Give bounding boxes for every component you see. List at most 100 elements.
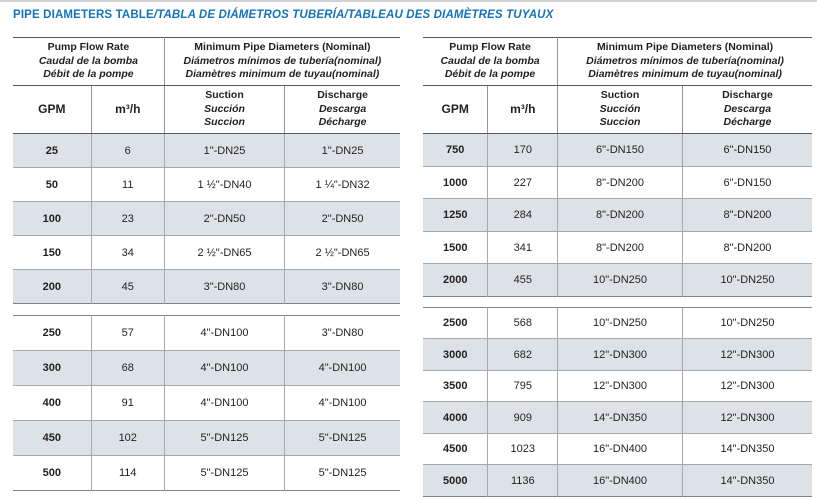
discharge-cell: 10"-DN250 xyxy=(681,307,812,339)
gpm-cell: 1000 xyxy=(423,165,488,199)
discharge-fr: Décharge xyxy=(318,116,367,129)
pipe-table-left-section2: 250 57 4"-DN100 3"-DN80 300 68 4"-DN100 4"-DN10… xyxy=(13,315,400,492)
table-row: 25 6 1"-DN25 1"-DN25 xyxy=(13,133,400,168)
suction-cell: 6"-DN150 xyxy=(557,133,683,167)
gpm-cell: 2000 xyxy=(423,263,488,297)
gpm-cell: 50 xyxy=(13,167,92,202)
gpm-cell: 300 xyxy=(13,350,92,386)
discharge-cell: 14"-DN350 xyxy=(681,464,812,497)
page-title: PIPE DIAMETERS TABLE/TABLA DE DIÁMETROS … xyxy=(13,9,553,21)
pipe-table-right: Pump Flow Rate Caudal de la bomba Débit … xyxy=(423,37,812,497)
suction-fr: Succion xyxy=(204,116,245,129)
table-row: 4500 1023 16"-DN400 14"-DN350 xyxy=(423,432,812,465)
pipe-table-left: Pump Flow Rate Caudal de la bomba Débit … xyxy=(13,37,400,497)
min-pipe-diameters-es: Diámetros mínimos de tubería(nominal) xyxy=(586,54,784,67)
m3h-column-header: m³/h xyxy=(487,85,558,134)
min-pipe-diameters-header: Minimum Pipe Diameters (Nominal) Diámetr… xyxy=(163,37,400,86)
table-row: 1500 341 8"-DN200 8"-DN200 xyxy=(423,230,812,264)
m3h-label: m³/h xyxy=(115,101,141,116)
min-pipe-diameters-fr: Diamètres minimum de tuyau(nominal) xyxy=(588,68,782,81)
table-row: 3500 795 12"-DN300 12"-DN300 xyxy=(423,369,812,402)
pump-flow-rate-fr: Débit de la pompe xyxy=(43,68,134,81)
m3h-cell: 455 xyxy=(487,263,558,297)
table-row: 2000 455 10"-DN250 10"-DN250 xyxy=(423,263,812,297)
discharge-cell: 5"-DN125 xyxy=(284,420,400,456)
table-row: 4000 909 14"-DN350 12"-DN300 xyxy=(423,401,812,434)
pump-flow-rate-es: Caudal de la bomba xyxy=(440,54,540,67)
min-pipe-diameters-es: Diámetros mínimos de tubería(nominal) xyxy=(183,54,382,67)
gpm-cell: 3000 xyxy=(423,338,488,371)
discharge-cell: 2"-DN50 xyxy=(284,201,400,236)
gpm-cell: 2500 xyxy=(442,317,468,330)
m3h-cell: 102 xyxy=(90,420,165,456)
discharge-cell: 10"-DN250 xyxy=(681,263,812,297)
gpm-cell: 25 xyxy=(13,133,92,168)
pipe-table-right-header: Pump Flow Rate Caudal de la bomba Débit … xyxy=(423,37,812,134)
discharge-cell: 1 ¼"-DN32 xyxy=(284,167,400,202)
discharge-column-header: Discharge Descarga Décharge xyxy=(681,85,812,134)
m3h-cell: 568 xyxy=(487,307,558,339)
suction-cell: 12"-DN300 xyxy=(557,369,683,402)
gpm-cell: 3500 xyxy=(423,369,488,402)
discharge-cell: 3"-DN80 xyxy=(284,269,400,304)
suction-es: Succión xyxy=(599,102,641,115)
gpm-cell: 5000 xyxy=(423,464,488,497)
discharge-en: Discharge xyxy=(317,88,368,101)
pipe-table-right-section1: 750 170 6"-DN150 6"-DN150 1000 227 8"-DN200 6"-… xyxy=(423,133,812,297)
suction-cell: 8"-DN200 xyxy=(557,165,683,199)
gpm-cell: 450 xyxy=(13,420,92,456)
discharge-cell: 8"-DN200 xyxy=(681,230,812,264)
m3h-cell: 1023 xyxy=(487,432,558,465)
gpm-cell: 200 xyxy=(13,269,92,304)
suction-cell: 12"-DN300 xyxy=(557,338,683,371)
m3h-cell: 227 xyxy=(487,165,558,199)
m3h-cell: 11 xyxy=(90,167,165,202)
suction-cell: 3"-DN80 xyxy=(163,269,285,304)
suction-cell: 1"-DN25 xyxy=(163,133,285,168)
discharge-cell: 12"-DN300 xyxy=(681,338,812,371)
m3h-column-header: m³/h xyxy=(90,85,165,134)
table-row: 750 170 6"-DN150 6"-DN150 xyxy=(423,133,812,167)
min-pipe-diameters-fr: Diamètres minimum de tuyau(nominal) xyxy=(185,68,380,81)
gpm-cell: 500 xyxy=(13,455,92,491)
gpm-label: GPM xyxy=(441,101,469,116)
suction-cell: 8"-DN200 xyxy=(557,198,683,232)
m3h-cell: 341 xyxy=(487,230,558,264)
discharge-en: Discharge xyxy=(722,88,773,101)
page-title-en: PIPE DIAMETERS TABLE xyxy=(13,9,154,21)
discharge-cell: 12"-DN300 xyxy=(681,369,812,402)
discharge-cell: 4"-DN100 xyxy=(284,385,400,421)
table-row: 450 102 5"-DN125 5"-DN125 xyxy=(13,420,400,456)
suction-cell: 16"-DN400 xyxy=(557,464,683,497)
discharge-column-header: Discharge Descarga Décharge xyxy=(284,85,400,134)
min-pipe-diameters-en: Minimum Pipe Diameters (Nominal) xyxy=(596,41,774,53)
m3h-cell: 284 xyxy=(487,198,558,232)
m3h-cell: 909 xyxy=(487,401,558,434)
m3h-cell: 114 xyxy=(90,455,165,491)
column-header-row: GPM m³/h Suction Succión Succion Dischar… xyxy=(423,85,812,134)
gpm-cell: 250 xyxy=(42,327,62,340)
discharge-cell: 1"-DN25 xyxy=(284,133,400,168)
m3h-cell: 682 xyxy=(487,338,558,371)
min-pipe-diameters-header: Minimum Pipe Diameters (Nominal) Diámetr… xyxy=(557,37,812,86)
page-title-translations: /TABLA DE DIÁMETROS TUBERÍA/TABLEAU DES … xyxy=(153,9,554,21)
m3h-cell: 6 xyxy=(90,133,165,168)
discharge-cell: 3"-DN80 xyxy=(284,315,400,351)
suction-cell: 8"-DN200 xyxy=(557,230,683,264)
m3h-cell: 68 xyxy=(90,350,165,386)
table-row: 1250 284 8"-DN200 8"-DN200 xyxy=(423,198,812,232)
pump-flow-rate-header: Pump Flow Rate Caudal de la bomba Débit … xyxy=(13,37,165,86)
discharge-cell: 6"-DN150 xyxy=(681,133,812,167)
table-row: 150 34 2 ½"-DN65 2 ½"-DN65 xyxy=(13,235,400,270)
gpm-cell: 100 xyxy=(13,201,92,236)
table-row: 100 23 2"-DN50 2"-DN50 xyxy=(13,201,400,236)
m3h-cell: 57 xyxy=(90,315,165,351)
pump-flow-rate-en: Pump Flow Rate xyxy=(47,41,130,53)
gpm-cell: 4000 xyxy=(423,401,488,434)
m3h-cell: 45 xyxy=(90,269,165,304)
suction-en: Suction xyxy=(205,88,244,101)
section-break xyxy=(423,297,812,307)
discharge-cell: 14"-DN350 xyxy=(681,432,812,465)
suction-column-header: Suction Succión Succion xyxy=(557,85,683,134)
gpm-cell: 400 xyxy=(13,385,92,421)
